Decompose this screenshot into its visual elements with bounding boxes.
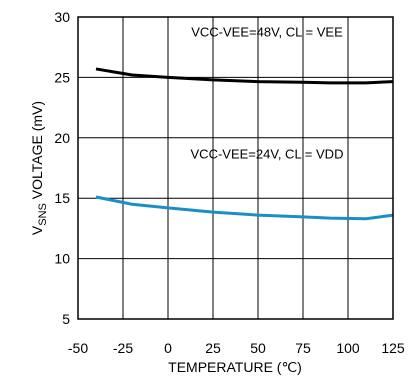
- y-tick-label: 30: [54, 9, 70, 25]
- y-axis-label-rest: VOLTAGE (mV): [29, 101, 45, 203]
- y-tick-labels: 5 10 15 20 25 30: [54, 9, 70, 327]
- x-axis-label: TEMPERATURE (℃): [168, 359, 302, 375]
- x-tick-label: 125: [381, 340, 405, 356]
- x-tick-labels: -50 -25 0 25 50 75 100 125: [68, 340, 405, 356]
- series-annotation-1: VCC-VEE=48V, CL = VEE: [191, 24, 343, 39]
- plot-frame: [77, 16, 394, 320]
- y-tick-label: 20: [54, 130, 70, 146]
- y-axis-label-prefix: V: [29, 225, 45, 235]
- y-tick-label: 10: [54, 251, 70, 267]
- x-tick-label: 100: [336, 340, 360, 356]
- x-tick-label: 50: [250, 340, 266, 356]
- series-line-2: [95, 195, 394, 221]
- grid-lines: [77, 16, 394, 320]
- series-layer: [95, 67, 394, 221]
- y-axis-label: VSNS VOLTAGE (mV): [29, 101, 49, 235]
- y-tick-label: 25: [54, 69, 70, 85]
- series-annotation-2: VCC-VEE=24V, CL = VDD: [191, 146, 344, 161]
- annotations: VCC-VEE=48V, CL = VEE VCC-VEE=24V, CL = V…: [191, 24, 344, 161]
- x-tick-label: 75: [295, 340, 311, 356]
- x-tick-label: 25: [205, 340, 221, 356]
- series-line-1: [95, 67, 394, 85]
- y-tick-label: 15: [54, 190, 70, 206]
- y-axis-label-subscript: SNS: [37, 203, 49, 226]
- x-tick-label: -50: [68, 340, 88, 356]
- y-tick-label: 5: [62, 311, 70, 327]
- x-tick-label: -25: [113, 340, 133, 356]
- x-tick-label: 0: [164, 340, 172, 356]
